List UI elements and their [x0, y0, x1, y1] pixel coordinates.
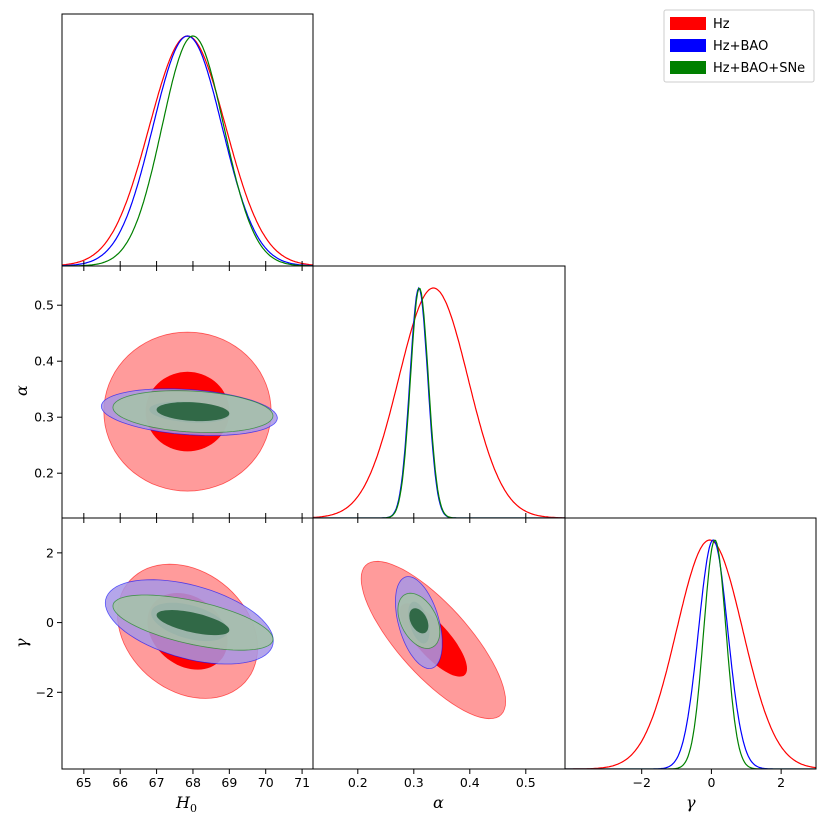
- y-tick-label-gamma-2: 2: [46, 545, 54, 560]
- marginal-panel-alpha: [313, 286, 565, 518]
- y-tick-label-alpha-2: 0.4: [34, 354, 54, 369]
- x-tick-label-h0-6: 71: [294, 775, 310, 790]
- panel-frames: [61, 13, 817, 770]
- legend-label-hz: Hz: [713, 17, 730, 32]
- marginal-panel-h0: [62, 35, 313, 266]
- marginal-curve-hz-bao-h0: [62, 35, 313, 266]
- legend-swatch-hz: [670, 17, 706, 30]
- marginal-curve-hz-bao-alpha: [313, 286, 565, 518]
- legend-swatch-hz-bao: [670, 39, 706, 52]
- marginal-curve-hz-alpha: [313, 287, 565, 518]
- contour-inner-hz-bao-sne-h0_alpha: [156, 402, 230, 422]
- x-tick-label-h0-1: 66: [112, 775, 128, 790]
- contour-panel-h0-gamma: [104, 563, 274, 699]
- x-tick-label-alpha-3: 0.5: [516, 775, 536, 790]
- contour-panel-h0-alpha: [100, 331, 278, 492]
- marginal-curve-hz-bao-gamma: [565, 539, 816, 769]
- marginal-curves-layer: [62, 35, 816, 769]
- legend-label-hz-bao: Hz+BAO: [713, 39, 768, 54]
- marginal-panel-gamma: [565, 539, 816, 769]
- x-tick-label-h0-5: 70: [258, 775, 274, 790]
- panel-frame-r1-c1: [312, 265, 566, 519]
- x-axis-label-alpha: α: [433, 793, 444, 812]
- contour-inner-hz-bao-sne-h0_gamma: [156, 610, 230, 636]
- y-axis-label-alpha: α: [12, 385, 31, 396]
- marginal-curve-hz-h0: [62, 35, 313, 266]
- x-tick-label-alpha-1: 0.3: [404, 775, 424, 790]
- x-tick-label-gamma-2: 2: [777, 775, 785, 790]
- marginal-curve-hz-bao-sne-alpha: [313, 287, 565, 518]
- x-tick-label-h0-0: 65: [76, 775, 92, 790]
- y-tick-label-alpha-3: 0.5: [34, 298, 54, 313]
- contour-panel-alpha-gamma: [360, 560, 507, 720]
- x-axis-label-h0: H0: [175, 793, 197, 815]
- x-axis-label-gamma: γ: [686, 793, 696, 812]
- x-tick-label-h0-2: 67: [149, 775, 165, 790]
- legend-swatch-hz-bao-sne: [670, 61, 706, 74]
- y-tick-label-gamma-1: 0: [46, 615, 54, 630]
- panel-frame-r0-c0: [61, 13, 314, 267]
- y-tick-label-alpha-1: 0.3: [34, 410, 54, 425]
- legend: Hz Hz+BAO Hz+BAO+SNe: [663, 9, 815, 83]
- marginal-curve-hz-bao-sne-h0: [62, 35, 313, 266]
- marginal-curve-hz-gamma: [565, 539, 816, 769]
- legend-label-hz-bao-sne: Hz+BAO+SNe: [713, 61, 805, 76]
- x-tick-label-h0-4: 69: [221, 775, 237, 790]
- marginal-curve-hz-bao-sne-gamma: [565, 539, 816, 769]
- x-tick-label-gamma-1: 0: [707, 775, 715, 790]
- y-tick-label-gamma-0: −2: [36, 685, 54, 700]
- x-tick-label-alpha-0: 0.2: [348, 775, 368, 790]
- y-tick-label-alpha-0: 0.2: [34, 466, 54, 481]
- x-tick-label-h0-3: 68: [185, 775, 201, 790]
- panel-frame-r2-c2: [564, 517, 817, 770]
- x-tick-label-gamma-0: −2: [632, 775, 650, 790]
- y-axis-label-gamma: γ: [12, 638, 31, 648]
- contour-layer: [100, 331, 507, 720]
- ticks-layer: 65 66 67 68 69 70 71 0.2 0.3 0.4 0.5 −2 0 2 0.2 0.3 0.4 0…: [34, 261, 785, 790]
- contour-inner-hz-bao-sne-alpha_gamma: [409, 608, 429, 634]
- x-tick-label-alpha-2: 0.4: [460, 775, 480, 790]
